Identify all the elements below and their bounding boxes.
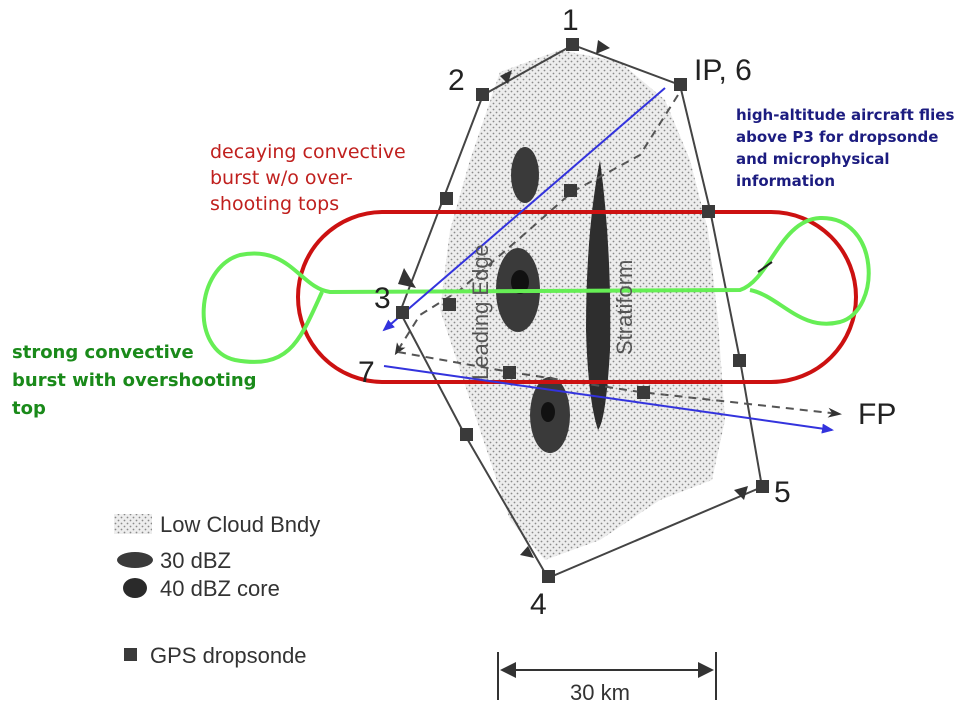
legend-swatch-low-cloud bbox=[114, 514, 152, 534]
annotation-strong: strong convective burst with overshootin… bbox=[12, 342, 257, 419]
annotation-decaying: decaying convective burst w/o over- shoo… bbox=[210, 141, 406, 215]
dbz40-core-center bbox=[511, 270, 529, 294]
annotation-decaying-line: burst w/o over- bbox=[210, 167, 353, 189]
dropsonde-square bbox=[460, 428, 473, 441]
legend-label-40dbz: 40 dBZ core bbox=[160, 576, 280, 601]
annotation-decaying-line: decaying convective bbox=[210, 141, 406, 163]
scale-bar-label: 30 km bbox=[570, 680, 630, 705]
green-figure-eight-loop bbox=[201, 215, 871, 364]
region-label-stratiform: Stratiform bbox=[612, 260, 637, 355]
dashed-track-exit bbox=[397, 351, 842, 418]
dropsonde-square bbox=[702, 205, 715, 218]
waypoint-label-ip: IP, 6 bbox=[694, 54, 752, 87]
legend-swatch-gps bbox=[124, 648, 137, 661]
annotation-decaying-line: shooting tops bbox=[210, 193, 339, 215]
annotation-strong-line: burst with overshooting bbox=[12, 370, 257, 391]
dropsonde-square bbox=[756, 480, 769, 493]
dropsonde-square bbox=[440, 192, 453, 205]
region-label-leading-edge: Leading Edge bbox=[468, 244, 493, 380]
annotation-high-altitude-line: and microphysical bbox=[736, 150, 890, 168]
red-racetrack-loop bbox=[296, 210, 858, 384]
dropsonde-square bbox=[564, 184, 577, 197]
dropsonde-square bbox=[733, 354, 746, 367]
legend-label-30dbz: 30 dBZ bbox=[160, 548, 231, 573]
dropsonde-square bbox=[503, 366, 516, 379]
dropsonde-square bbox=[396, 306, 409, 319]
dropsonde-square bbox=[443, 298, 456, 311]
scale-bar: 30 km bbox=[497, 652, 717, 705]
annotation-strong-line: strong convective bbox=[12, 342, 194, 363]
blue-track-outbound bbox=[383, 365, 834, 434]
green-loop-tick bbox=[757, 261, 773, 273]
dashed-track-inner bbox=[394, 94, 679, 356]
annotation-high-altitude: high-altitude aircraft flies above P3 fo… bbox=[736, 106, 954, 190]
dropsonde-markers bbox=[396, 38, 769, 583]
legend: Low Cloud Bndy 30 dBZ 40 dBZ core GPS dr… bbox=[114, 512, 320, 668]
waypoint-label-4: 4 bbox=[530, 588, 547, 621]
annotation-strong-line: top bbox=[12, 398, 46, 419]
waypoint-label-2: 2 bbox=[448, 64, 465, 97]
direction-arrow-1 bbox=[596, 40, 610, 54]
dropsonde-square bbox=[542, 570, 555, 583]
dropsonde-square bbox=[637, 386, 650, 399]
waypoint-label-fp: FP bbox=[858, 398, 896, 431]
dbz30-region-stratiform bbox=[586, 160, 611, 430]
dropsonde-square bbox=[566, 38, 579, 51]
direction-arrow-5 bbox=[734, 486, 748, 500]
dropsonde-square bbox=[674, 78, 687, 91]
waypoint-label-1: 1 bbox=[562, 4, 579, 37]
waypoint-label-3: 3 bbox=[374, 282, 391, 315]
legend-label-gps: GPS dropsonde bbox=[150, 643, 307, 668]
direction-arrow-3 bbox=[398, 268, 416, 288]
dbz40-core-lower bbox=[541, 402, 555, 422]
dbz30-region-upper-left bbox=[511, 147, 539, 203]
annotation-high-altitude-line: high-altitude aircraft flies bbox=[736, 106, 954, 124]
dropsonde-square bbox=[476, 88, 489, 101]
legend-swatch-30dbz bbox=[117, 552, 153, 568]
annotation-high-altitude-line: above P3 for dropsonde bbox=[736, 128, 938, 146]
blue-track-inbound bbox=[382, 87, 666, 332]
waypoint-label-5: 5 bbox=[774, 476, 791, 509]
annotation-high-altitude-line: information bbox=[736, 172, 835, 190]
legend-swatch-40dbz bbox=[123, 578, 147, 598]
direction-arrow-4 bbox=[520, 546, 534, 558]
legend-label-low-cloud: Low Cloud Bndy bbox=[160, 512, 320, 537]
direction-arrow-2 bbox=[500, 70, 512, 84]
waypoint-label-7: 7 bbox=[358, 356, 375, 389]
